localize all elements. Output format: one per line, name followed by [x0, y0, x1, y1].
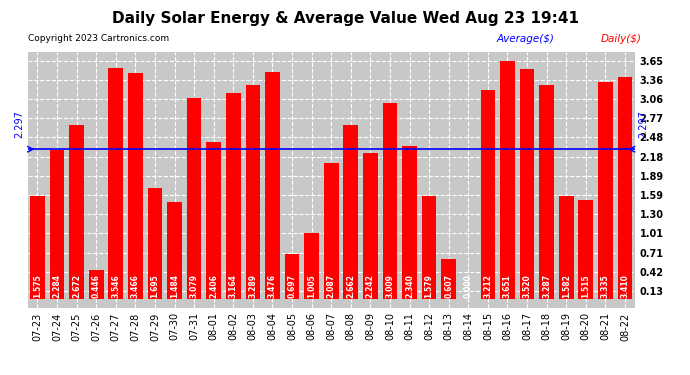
Bar: [167, 202, 182, 299]
Bar: [540, 85, 554, 299]
Text: 3.164: 3.164: [229, 274, 238, 298]
Text: Copyright 2023 Cartronics.com: Copyright 2023 Cartronics.com: [28, 34, 169, 43]
Bar: [226, 93, 241, 299]
Bar: [285, 254, 299, 299]
Bar: [50, 150, 64, 299]
Text: 3.289: 3.289: [248, 274, 257, 298]
Text: 1.582: 1.582: [562, 274, 571, 298]
Bar: [422, 196, 437, 299]
Bar: [148, 189, 162, 299]
Bar: [344, 125, 358, 299]
Text: 2.662: 2.662: [346, 274, 355, 298]
Text: 0.697: 0.697: [288, 274, 297, 298]
Text: 3.410: 3.410: [620, 274, 629, 298]
Text: 3.287: 3.287: [542, 274, 551, 298]
Bar: [69, 125, 84, 299]
Bar: [618, 76, 632, 299]
Text: 1.695: 1.695: [150, 274, 159, 298]
Text: 3.009: 3.009: [386, 274, 395, 298]
Bar: [442, 260, 456, 299]
Bar: [30, 196, 45, 299]
Text: 2.242: 2.242: [366, 274, 375, 298]
Bar: [108, 68, 123, 299]
Text: 3.651: 3.651: [503, 274, 512, 298]
Bar: [265, 72, 279, 299]
Bar: [480, 90, 495, 299]
Text: 2.297: 2.297: [638, 110, 648, 138]
Text: 3.476: 3.476: [268, 274, 277, 298]
Text: 2.297: 2.297: [14, 110, 24, 138]
Bar: [206, 142, 221, 299]
Text: 2.340: 2.340: [405, 274, 414, 298]
Text: 3.079: 3.079: [190, 274, 199, 298]
Text: 2.672: 2.672: [72, 274, 81, 298]
Bar: [187, 98, 201, 299]
Bar: [383, 103, 397, 299]
Bar: [128, 73, 143, 299]
Text: Daily($): Daily($): [600, 34, 641, 44]
Text: 2.406: 2.406: [209, 274, 218, 298]
Text: 3.212: 3.212: [484, 274, 493, 298]
Text: 1.575: 1.575: [33, 274, 42, 298]
Text: 3.335: 3.335: [601, 274, 610, 298]
Bar: [246, 84, 260, 299]
Text: 1.515: 1.515: [582, 275, 591, 298]
Text: Daily Solar Energy & Average Value Wed Aug 23 19:41: Daily Solar Energy & Average Value Wed A…: [112, 11, 578, 26]
Bar: [304, 234, 319, 299]
Bar: [402, 146, 417, 299]
Bar: [363, 153, 377, 299]
Text: 1.005: 1.005: [307, 274, 316, 298]
Text: Average($): Average($): [497, 34, 555, 44]
Text: 0.607: 0.607: [444, 274, 453, 298]
Text: 3.546: 3.546: [111, 274, 120, 298]
Bar: [598, 81, 613, 299]
Text: 3.520: 3.520: [522, 274, 531, 298]
Text: 3.466: 3.466: [131, 274, 140, 298]
Text: 2.087: 2.087: [326, 274, 336, 298]
Bar: [89, 270, 104, 299]
Text: 1.484: 1.484: [170, 274, 179, 298]
Bar: [520, 69, 535, 299]
Bar: [578, 200, 593, 299]
Bar: [500, 61, 515, 299]
Text: 1.579: 1.579: [424, 274, 433, 298]
Bar: [559, 196, 573, 299]
Text: 0.000: 0.000: [464, 274, 473, 298]
Text: 0.446: 0.446: [92, 274, 101, 298]
Bar: [324, 163, 339, 299]
Text: 2.284: 2.284: [52, 274, 61, 298]
